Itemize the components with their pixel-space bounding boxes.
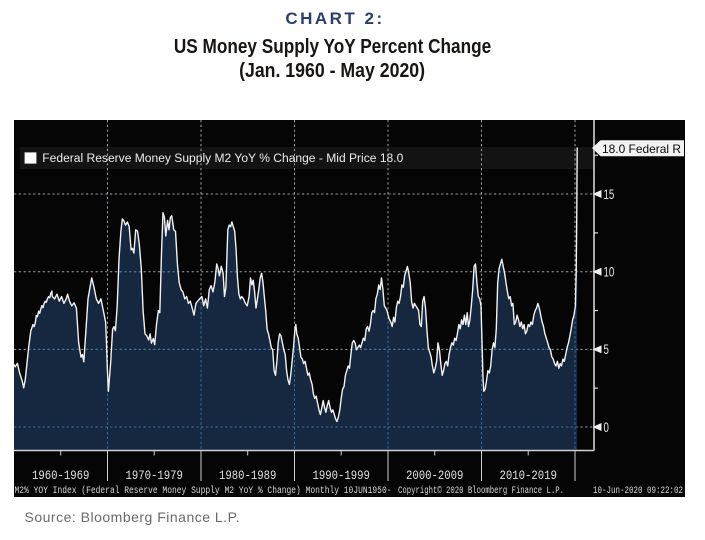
svg-text:1960-1969: 1960-1969: [32, 468, 90, 483]
svg-text:Federal Reserve Money Supply M: Federal Reserve Money Supply M2 YoY % Ch…: [42, 153, 403, 165]
svg-text:1980-1989: 1980-1989: [219, 468, 277, 483]
svg-text:15: 15: [604, 186, 615, 202]
svg-text:0: 0: [604, 419, 610, 435]
svg-text:1990-1999: 1990-1999: [312, 468, 370, 483]
svg-text:5: 5: [604, 341, 610, 357]
svg-text:18.0 Federal R: 18.0 Federal R: [602, 142, 681, 156]
svg-text:2010-2019: 2010-2019: [499, 468, 557, 483]
svg-text:10-Jun-2020 09:22:02: 10-Jun-2020 09:22:02: [593, 486, 683, 497]
svg-text:Copyright© 2020 Bloomberg Fina: Copyright© 2020 Bloomberg Finance L.P.: [398, 485, 564, 497]
svg-text:2000-2009: 2000-2009: [406, 468, 464, 483]
svg-text:M2% YOY Index (Federal Reserve: M2% YOY Index (Federal Reserve Money Sup…: [15, 485, 392, 497]
svg-text:1970-1979: 1970-1979: [125, 468, 183, 483]
svg-text:10: 10: [604, 264, 615, 280]
